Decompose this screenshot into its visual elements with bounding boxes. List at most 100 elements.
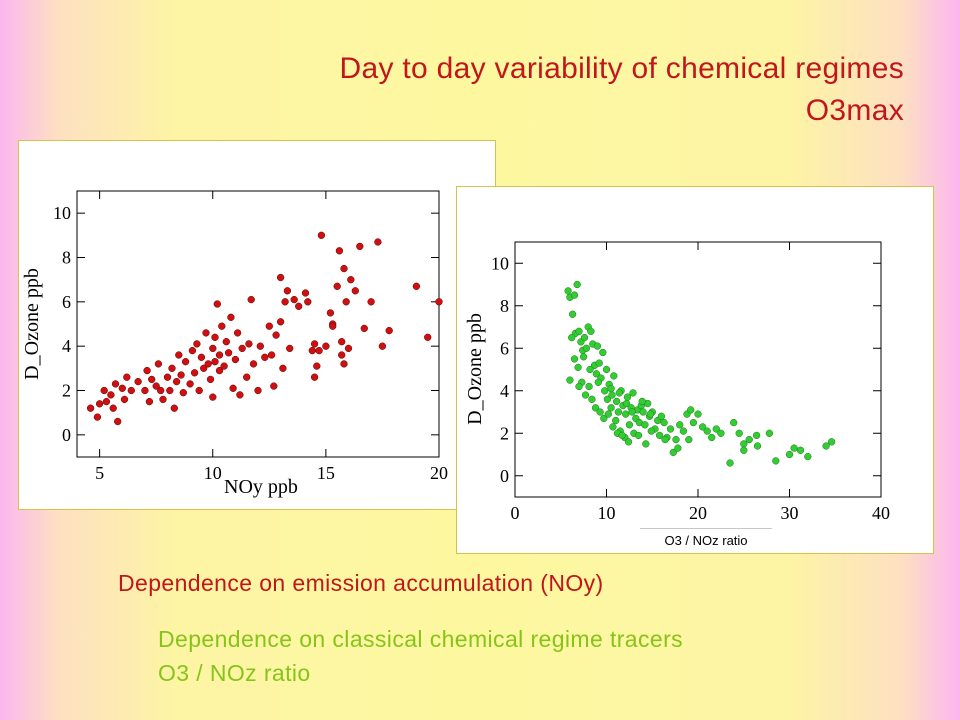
data-point	[211, 333, 219, 341]
data-point	[624, 438, 633, 446]
data-point	[340, 360, 348, 368]
data-point	[313, 362, 321, 370]
data-point	[118, 384, 126, 392]
data-point	[215, 366, 224, 375]
data-point	[717, 429, 725, 437]
data-point	[596, 408, 604, 416]
data-point	[227, 313, 235, 321]
data-point	[642, 440, 650, 448]
data-point	[267, 351, 276, 359]
data-point	[123, 373, 131, 381]
data-point	[295, 302, 303, 310]
data-point	[100, 386, 108, 395]
data-point	[745, 435, 753, 444]
data-point	[168, 364, 176, 372]
data-point	[197, 353, 206, 361]
data-point	[622, 410, 630, 418]
data-point	[170, 404, 178, 412]
title-line-2: O3max	[805, 94, 904, 127]
data-point	[310, 373, 319, 381]
data-point	[708, 433, 716, 442]
y-axis-label: D_Ozone ppb	[21, 268, 43, 380]
data-point	[610, 372, 618, 380]
data-point	[367, 298, 375, 306]
y-tick-label: 6	[62, 292, 71, 312]
y-tick-label: 0	[500, 466, 509, 486]
data-point	[111, 380, 120, 388]
data-point	[127, 386, 135, 395]
y-tick-label: 4	[62, 336, 71, 356]
data-point	[281, 298, 289, 306]
data-point	[120, 395, 129, 404]
plot-frame	[76, 190, 440, 458]
data-point	[315, 346, 323, 355]
data-point	[236, 391, 244, 399]
data-point	[385, 326, 393, 335]
caption-tracers: Dependence on classical chemical regime …	[158, 622, 683, 690]
x-tick-label: 0	[511, 503, 520, 523]
data-point	[666, 425, 675, 433]
data-point	[195, 386, 203, 395]
data-point	[286, 344, 294, 353]
data-point	[570, 291, 579, 299]
data-point	[378, 342, 387, 350]
x-tick-label: 20	[430, 463, 448, 483]
data-point	[582, 344, 591, 352]
data-point	[735, 429, 743, 437]
y-tick-label: 10	[53, 203, 71, 223]
data-point	[575, 327, 583, 335]
data-point	[209, 393, 217, 401]
data-point	[568, 333, 576, 342]
data-point	[193, 340, 201, 348]
data-point	[625, 421, 634, 429]
data-point	[573, 280, 581, 289]
caption-tracers-line-2: O3 / NOz ratio	[158, 660, 311, 686]
data-point	[615, 389, 623, 397]
data-point	[604, 410, 612, 418]
data-point	[581, 391, 590, 399]
data-point	[261, 353, 269, 361]
data-point	[827, 438, 836, 446]
data-point	[614, 408, 623, 416]
data-point	[580, 333, 589, 342]
data-point	[593, 342, 602, 350]
data-point	[209, 344, 217, 353]
data-point	[310, 340, 319, 348]
data-point	[204, 360, 212, 368]
data-point	[290, 295, 298, 304]
data-point	[603, 395, 612, 403]
data-point	[143, 366, 151, 375]
data-point	[152, 382, 160, 390]
data-point	[796, 446, 805, 454]
data-point	[175, 351, 183, 359]
data-point	[570, 355, 579, 363]
data-point	[638, 397, 646, 406]
data-point	[374, 238, 382, 246]
data-point	[822, 442, 830, 450]
data-point	[608, 391, 616, 399]
data-point	[145, 397, 154, 406]
y-tick-label: 8	[62, 248, 71, 268]
data-point	[752, 431, 761, 440]
x-tick-label: 40	[872, 503, 890, 523]
data-point	[785, 450, 794, 459]
data-point	[141, 386, 149, 395]
data-point	[229, 384, 237, 392]
data-point	[202, 329, 210, 337]
data-point	[661, 435, 669, 444]
data-point	[190, 369, 199, 377]
data-point	[585, 382, 593, 391]
data-point	[599, 348, 607, 357]
data-point	[342, 298, 350, 306]
data-point	[338, 338, 346, 346]
data-point	[412, 282, 421, 290]
data-point	[592, 370, 601, 378]
data-point	[213, 300, 221, 308]
data-point	[679, 427, 688, 435]
data-point	[687, 406, 695, 414]
data-point	[600, 414, 608, 423]
data-point	[224, 349, 233, 357]
data-point	[220, 362, 228, 370]
data-point	[186, 380, 194, 388]
data-point	[254, 386, 262, 395]
